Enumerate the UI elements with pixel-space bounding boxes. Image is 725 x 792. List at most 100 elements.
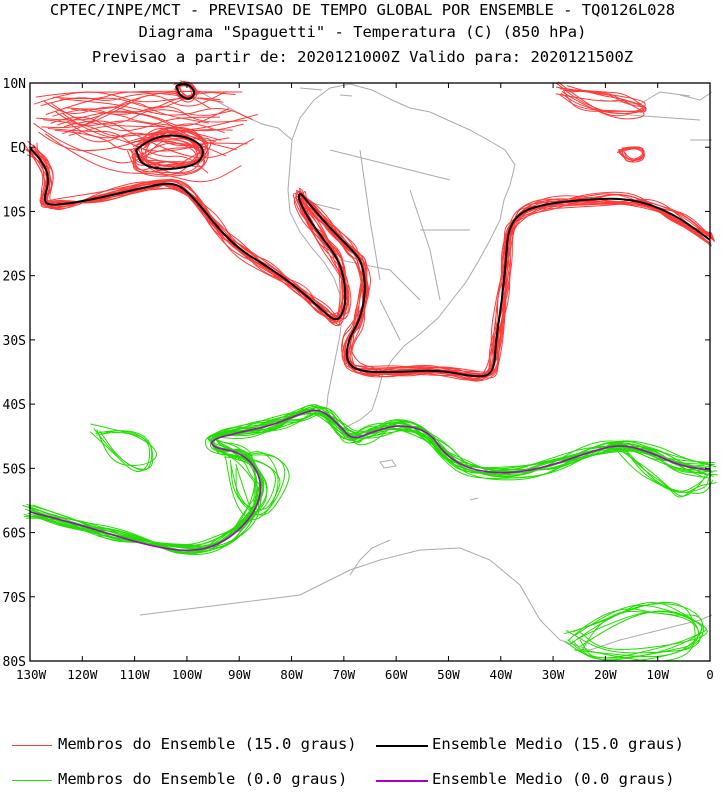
member-0-loop: [224, 454, 286, 521]
lon-label: 100W: [172, 667, 203, 682]
member-0-contour: [33, 412, 716, 548]
member-0-loop: [99, 430, 154, 470]
south-america-coastline: [287, 83, 516, 429]
lon-label: 70W: [333, 667, 356, 682]
lat-label: 80S: [3, 655, 26, 670]
mean-15-contour: [29, 147, 711, 378]
lon-label: 110W: [120, 667, 151, 682]
lat-label: 10S: [3, 205, 26, 220]
member-0-loop: [96, 429, 158, 466]
member-15-contour: [43, 91, 215, 114]
lon-label: 40W: [489, 667, 512, 682]
member-15-contour: [40, 92, 211, 109]
south-georgia: [469, 497, 479, 501]
chart-title-line-2: Diagrama "Spaguetti" - Temperatura (C) (…: [138, 23, 587, 41]
member-15-contour: [66, 114, 259, 139]
member-0-loop: [565, 610, 701, 654]
member-0-contour: [620, 450, 706, 497]
lon-label: 90W: [228, 667, 251, 682]
member-0-contour: [618, 440, 712, 492]
lon-label: 0: [706, 667, 714, 682]
member-15-contour: [29, 146, 713, 378]
lon-label: 130W: [16, 667, 47, 682]
member-15-contour: [54, 110, 222, 141]
member-0-contour: [31, 407, 703, 551]
mean-0-contour: [29, 409, 711, 552]
member-15-loop: [621, 146, 645, 163]
member-15-contour: [47, 128, 216, 152]
member-15-contour: [59, 98, 253, 120]
country-borders: [299, 149, 470, 341]
ensemble-members-0: [22, 404, 718, 662]
member-15-contour: [34, 150, 711, 377]
member-15-loop: [132, 132, 208, 168]
chart-title-line-3: Previsao a partir de: 2020121000Z Valido…: [91, 48, 634, 66]
member-15-loop: [131, 139, 206, 168]
antarctica-coastline: [139, 547, 713, 651]
member-15-contour: [36, 102, 210, 124]
member-0-loop: [230, 455, 276, 513]
caribbean-islands: [299, 87, 701, 121]
member-15-contour: [29, 147, 715, 376]
member-15-loop: [556, 82, 647, 114]
legend-swatch-mean-0: [376, 780, 428, 782]
member-15-contour: [38, 123, 225, 152]
central-america-coastline: [179, 79, 293, 141]
member-0-contour: [32, 404, 708, 554]
member-15-loop: [126, 129, 209, 177]
member-15-contour: [49, 102, 232, 125]
mean-15-loop: [135, 134, 204, 170]
chart-title-line-1: CPTEC/INPE/MCT - PREVISAO DE TEMPO GLOBA…: [49, 1, 676, 19]
lat-label: 70S: [3, 591, 26, 606]
legend-label-members-0: Membros do Ensemble (0.0 graus): [58, 770, 348, 788]
axis-ticks: [29, 82, 711, 662]
member-15-loop: [132, 130, 207, 173]
member-15-contour: [41, 108, 230, 129]
member-15-contour: [45, 91, 201, 116]
legend-label-mean-15: Ensemble Medio (15.0 graus): [432, 735, 684, 753]
member-15-contour: [68, 123, 244, 136]
member-15-contour: [50, 116, 220, 132]
lat-label: 20S: [3, 270, 26, 285]
lat-label: 50S: [3, 462, 26, 477]
falklands: [379, 459, 397, 469]
member-15-contour: [52, 90, 236, 100]
ensemble-members-15: [23, 80, 716, 382]
longitude-labels: 130W 120W 110W 100W 90W 80W 70W 60W 50W 40W 30W 20W…: [16, 667, 714, 682]
member-15-contour: [27, 140, 714, 377]
member-15-contour: [23, 143, 714, 382]
coastlines: [139, 79, 713, 651]
member-15-contour: [24, 148, 713, 378]
legend-swatch-mean-15: [376, 745, 428, 747]
lon-label: 60W: [385, 667, 408, 682]
member-15-contour: [71, 108, 230, 141]
member-15-contour: [33, 144, 714, 379]
member-15-contour: [63, 120, 255, 159]
lat-label: EQ: [10, 141, 26, 156]
member-0-loop: [573, 601, 696, 662]
lon-label: 30W: [542, 667, 565, 682]
lon-label: 50W: [437, 667, 460, 682]
lat-label: 30S: [3, 334, 26, 349]
lon-label: 120W: [67, 667, 98, 682]
lat-label: 40S: [3, 398, 26, 413]
legend-label-mean-0: Ensemble Medio (0.0 graus): [432, 770, 675, 788]
africa-coastline: [679, 91, 713, 141]
member-0-loop: [567, 610, 699, 661]
member-15-contour: [44, 133, 242, 183]
member-0-loop: [574, 604, 707, 659]
lon-label: 10W: [646, 667, 669, 682]
lat-label: 60S: [3, 527, 26, 542]
member-0-contour: [26, 407, 710, 552]
member-0-loop: [576, 611, 708, 651]
member-0-loop: [567, 608, 703, 658]
member-15-contour: [33, 91, 224, 105]
lat-label: 10N: [3, 77, 26, 92]
legend-swatch-members-0: [12, 780, 52, 781]
member-15-contour: [32, 144, 712, 376]
member-0-contour: [615, 448, 710, 493]
lon-label: 80W: [280, 667, 303, 682]
latitude-labels: 10N EQ 10S 20S 30S 40S 50S 60S 70S 80S: [3, 77, 27, 670]
mean-15-loop: [175, 83, 196, 100]
